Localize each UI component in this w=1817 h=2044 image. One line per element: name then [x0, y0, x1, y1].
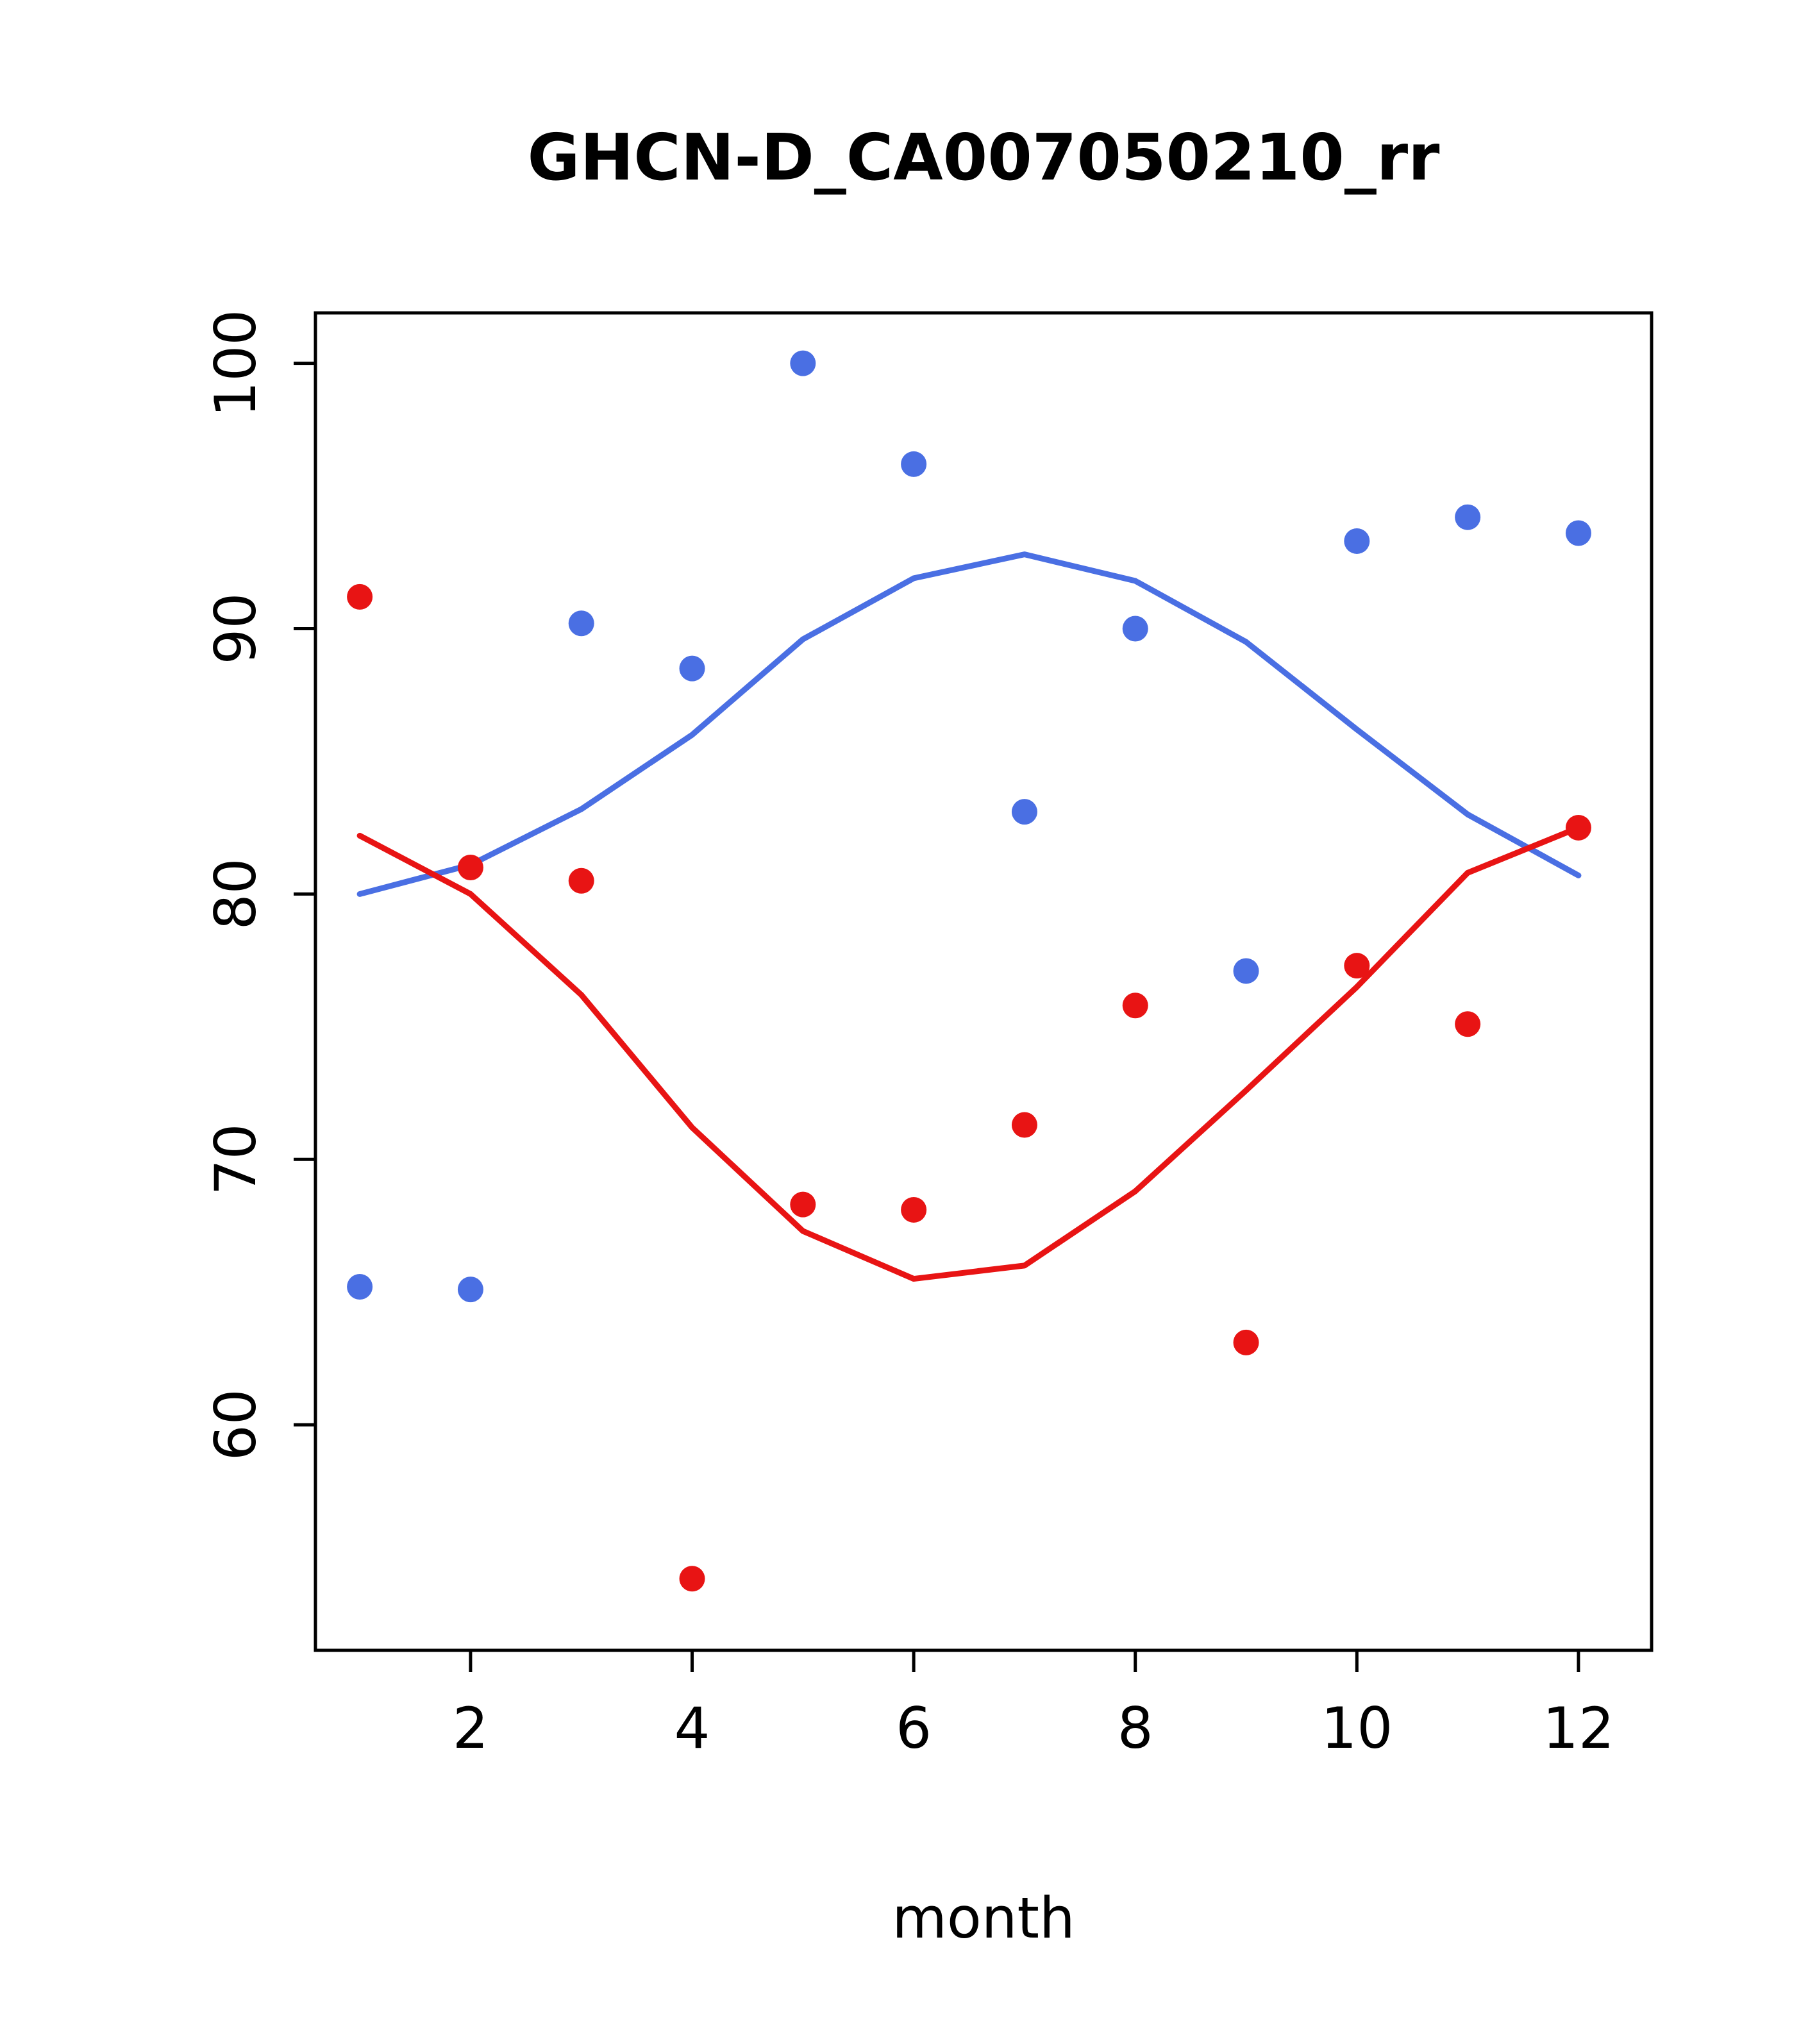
blue-point	[1565, 520, 1591, 546]
blue-point	[568, 610, 594, 637]
red-smooth-line	[356, 825, 1582, 1282]
blue-point	[457, 1277, 483, 1303]
blue-point	[1455, 504, 1481, 530]
red-point	[1233, 1329, 1259, 1355]
blue-point	[679, 655, 705, 682]
plot-border	[314, 311, 1654, 1652]
y-tick-label: 60	[203, 1389, 269, 1461]
x-tick-label: 6	[896, 1695, 932, 1761]
y-tick-label: 70	[203, 1123, 269, 1195]
blue-point	[1011, 799, 1037, 825]
y-tick-label: 80	[203, 858, 269, 930]
red-point	[347, 583, 373, 610]
x-tick-label: 4	[674, 1695, 710, 1761]
red-point	[457, 855, 483, 881]
red-point	[901, 1196, 927, 1223]
x-tick-label: 2	[453, 1695, 489, 1761]
y-tick-label: 100	[203, 310, 269, 417]
plot-layer: 2 4 6 8 10 12 60 70 80 90 100	[203, 310, 1654, 1761]
blue-point	[1122, 616, 1148, 642]
red-point	[1122, 993, 1148, 1019]
red-point	[1565, 814, 1591, 841]
x-tick-label: 8	[1118, 1695, 1153, 1761]
red-point	[679, 1566, 705, 1592]
red-point	[568, 867, 594, 894]
x-tick-label: 12	[1543, 1695, 1614, 1761]
blue-point	[1233, 958, 1259, 984]
blue-smooth-line	[356, 551, 1582, 897]
x-axis-label: month	[892, 1885, 1075, 1951]
blue-point	[790, 350, 816, 376]
y-tick-label: 90	[203, 593, 269, 665]
red-point	[1455, 1011, 1481, 1037]
red-point	[790, 1191, 816, 1218]
blue-point	[1344, 528, 1370, 554]
red-point	[1344, 953, 1370, 979]
blue-point	[901, 451, 927, 477]
red-point	[1011, 1112, 1037, 1138]
x-tick-label: 10	[1321, 1695, 1393, 1761]
blue-point	[347, 1273, 373, 1300]
chart-title: GHCN-D_CA007050210_rr	[528, 120, 1441, 195]
